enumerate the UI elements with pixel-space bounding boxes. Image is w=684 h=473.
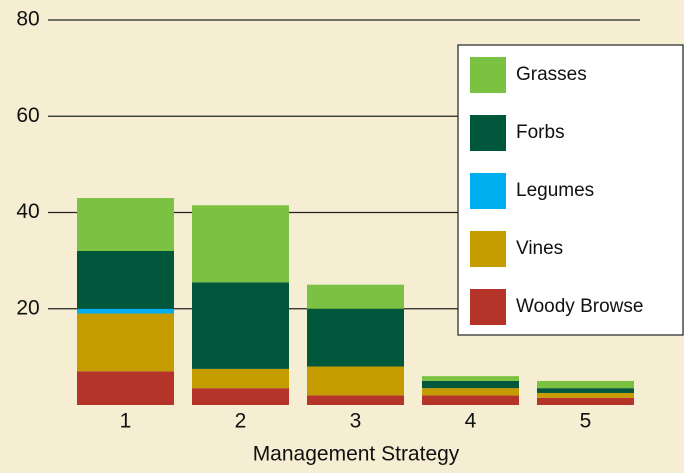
bar-segment [537, 392, 634, 398]
bar-segment [537, 380, 634, 389]
bar-segment [192, 368, 289, 389]
bar-segment [307, 395, 404, 405]
x-tick-label: 4 [465, 410, 477, 433]
legend-swatch [470, 289, 506, 325]
bar-segment [422, 376, 519, 381]
bar-segment [537, 388, 634, 393]
legend-swatch [470, 231, 506, 267]
bar-segment [192, 282, 289, 369]
legend-label: Legumes [516, 180, 594, 201]
legend-label: Vines [516, 238, 563, 259]
legend-label: Grasses [516, 64, 587, 85]
x-axis-label: Management Strategy [253, 443, 460, 466]
bar-segment [77, 308, 174, 314]
legend-swatch [470, 115, 506, 151]
bar-segment [422, 395, 519, 405]
bar-segment [77, 371, 174, 405]
bar-segment [307, 284, 404, 309]
bar-segment [422, 380, 519, 389]
bar-segment [192, 205, 289, 283]
x-tick-label: 5 [580, 410, 592, 433]
legend-swatch [470, 57, 506, 93]
y-tick-label: 40 [16, 200, 39, 223]
legend-label: Forbs [516, 122, 565, 143]
y-tick-label: 60 [16, 104, 39, 127]
bar-segment [307, 366, 404, 396]
legend-swatch [470, 173, 506, 209]
y-tick-label: 20 [16, 296, 39, 319]
x-tick-label: 1 [120, 410, 132, 433]
bar-segment [307, 308, 404, 367]
y-tick-label: 80 [16, 8, 39, 31]
bar-segment [422, 388, 519, 396]
legend-box [457, 44, 684, 336]
legend-label: Woody Browse [516, 296, 643, 317]
bar-segment [77, 251, 174, 309]
bar-segment [77, 198, 174, 251]
bar-segment [537, 397, 634, 405]
x-tick-label: 2 [235, 410, 247, 433]
bar-segment [192, 388, 289, 405]
x-tick-label: 3 [350, 410, 362, 433]
bar-segment [77, 313, 174, 372]
